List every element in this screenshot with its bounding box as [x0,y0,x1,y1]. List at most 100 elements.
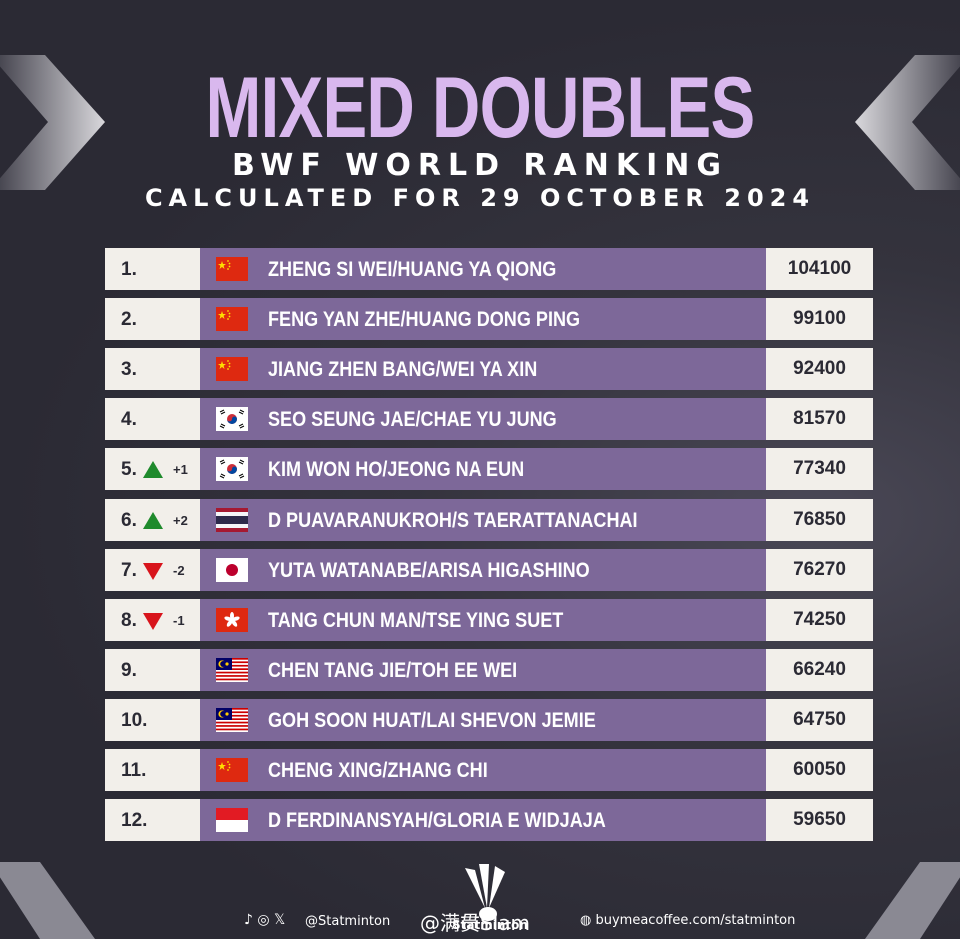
pair-name: YUTA WATANABE/ARISA HIGASHINO [268,558,590,582]
rank-cell: 9. [105,648,200,691]
pair-cell: D PUAVARANUKROH/S TAERATTANACHAI [200,498,766,541]
rank-number: 7. [121,559,137,581]
rank-cell: 12. [105,799,200,842]
social-handle[interactable]: @Statminton [305,914,391,929]
right-chevron-decoration [855,55,960,190]
rank-number: 8. [121,609,137,631]
rank-number: 10. [121,709,148,731]
china-flag-icon [216,257,248,281]
left-chevron-decoration [0,55,105,190]
page-subtitle: BWF WORLD RANKING [232,148,728,183]
china-flag-icon [216,758,248,782]
points-cell: 66240 [766,648,873,691]
down-arrow-icon [143,562,163,580]
rank-change: -2 [173,562,185,578]
pair-name: JIANG ZHEN BANG/WEI YA XIN [268,358,538,382]
rank-number: 9. [121,659,137,681]
points-cell: 76270 [766,548,873,591]
ranking-row: 1. ZHENG SI WEI/HUANG YA QIONG 104100 [105,248,873,290]
ranking-row: 11. CHENG XING/ZHANG CHI 60050 [105,749,873,791]
pair-cell: KIM WON HO/JEONG NA EUN [200,448,766,491]
pair-cell: CHENG XING/ZHANG CHI [200,749,766,791]
rank-number: 3. [121,359,137,381]
malaysia-flag-icon [216,657,248,682]
ranking-row: 6. +2 D PUAVARANUKROH/S TAERATTANACHAI 7685… [105,498,873,541]
korea-flag-icon [216,457,248,482]
pair-name: GOH SOON HUAT/LAI SHEVON JEMIE [268,708,596,732]
ranking-row: 2. FENG YAN ZHE/HUANG DONG PING 99100 [105,298,873,341]
pair-cell: SEO SEUNG JAE/CHAE YU JUNG [200,398,766,441]
pair-cell: JIANG ZHEN BANG/WEI YA XIN [200,348,766,391]
thailand-flag-icon [216,507,248,532]
rank-cell: 3. [105,348,200,391]
up-arrow-icon [143,511,163,529]
pair-name: CHEN TANG JIE/TOH EE WEI [268,658,518,682]
pair-name: FENG YAN ZHE/HUANG DONG PING [268,308,581,332]
points-cell: 64750 [766,698,873,741]
left-bottom-chevron-decoration [0,862,95,939]
rank-cell: 4. [105,398,200,441]
korea-flag-icon [216,407,248,432]
ranking-date: CALCULATED FOR 29 OCTOBER 2024 [144,184,816,212]
points-cell: 81570 [766,398,873,441]
ranking-row: 12. D FERDINANSYAH/GLORIA E WIDJAJA 59650 [105,799,873,842]
china-flag-icon [216,307,248,332]
malaysia-flag-icon [216,707,248,732]
hong-kong-flag-icon [216,607,248,632]
rank-change: +1 [173,462,188,478]
pair-cell: D FERDINANSYAH/GLORIA E WIDJAJA [200,799,766,842]
japan-flag-icon [216,557,248,582]
rank-cell: 1. [105,248,200,290]
down-arrow-icon [143,612,163,630]
rank-cell: 5. +1 [105,448,200,491]
rank-cell: 7. -2 [105,548,200,591]
ranking-row: 3. JIANG ZHEN BANG/WEI YA XIN 92400 [105,348,873,391]
points-cell: 60050 [766,749,873,791]
indonesia-flag-icon [216,808,248,833]
rank-number: 12. [121,810,148,832]
rank-cell: 6. +2 [105,498,200,541]
ranking-row: 5. +1 KIM WON HO/JEONG NA EUN 77340 [105,448,873,491]
pair-name: SEO SEUNG JAE/CHAE YU JUNG [268,408,557,432]
social-icons: ♪ ◎ 𝕏 [244,912,286,928]
logo-text: Statminton [452,918,528,932]
rank-number: 5. [121,459,137,481]
rank-number: 4. [121,409,137,431]
points-cell: 99100 [766,298,873,341]
statminton-logo-icon [465,864,505,921]
ranking-row: 4. SEO SEUNG JAE/CHAE YU JUNG 81570 [105,398,873,441]
points-cell: 104100 [766,248,873,290]
points-cell: 92400 [766,348,873,391]
pair-cell: CHEN TANG JIE/TOH EE WEI [200,648,766,691]
pair-name: ZHENG SI WEI/HUANG YA QIONG [268,258,557,281]
rank-change: -1 [173,612,185,628]
pair-name: CHENG XING/ZHANG CHI [268,759,488,782]
china-flag-icon [216,357,248,382]
points-cell: 59650 [766,799,873,842]
weibo-watermark: @满贯Slam [420,911,530,935]
pair-cell: YUTA WATANABE/ARISA HIGASHINO [200,548,766,591]
rank-cell: 8. -1 [105,598,200,641]
up-arrow-icon [143,461,163,479]
rank-cell: 10. [105,698,200,741]
right-bottom-chevron-decoration [865,862,960,939]
pair-cell: ZHENG SI WEI/HUANG YA QIONG [200,248,766,290]
rank-change: +2 [173,512,188,528]
ranking-row: 8. -1 TANG CHUN MAN/TSE YING SUET 74250 [105,598,873,641]
pair-name: KIM WON HO/JEONG NA EUN [268,458,525,482]
footer: ♪ ◎ 𝕏 @Statminton @满贯Slam ◍ buymeacoffee… [0,905,960,939]
pair-cell: GOH SOON HUAT/LAI SHEVON JEMIE [200,698,766,741]
ranking-row: 10. GOH SOON HUAT/LAI SHEVON JEMIE 64750 [105,698,873,741]
rank-cell: 2. [105,298,200,341]
page-title: MIXED DOUBLES [205,60,756,156]
points-cell: 74250 [766,598,873,641]
pair-name: D FERDINANSYAH/GLORIA E WIDJAJA [268,809,606,833]
rank-number: 11. [121,760,147,781]
pair-cell: TANG CHUN MAN/TSE YING SUET [200,598,766,641]
rank-number: 1. [121,259,137,280]
ranking-row: 7. -2 YUTA WATANABE/ARISA HIGASHINO 76270 [105,548,873,591]
points-cell: 77340 [766,448,873,491]
globe-icon: ◍ [580,913,592,928]
coffee-link[interactable]: ◍ buymeacoffee.com/statminton [580,913,796,928]
